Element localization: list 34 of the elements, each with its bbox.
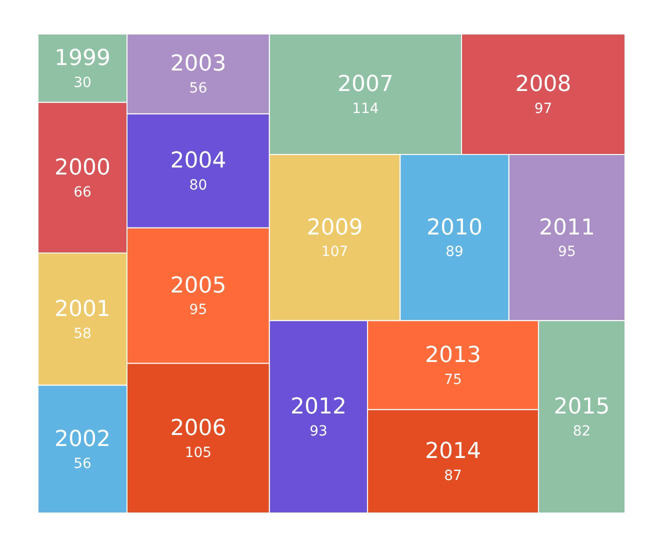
category-label: 2010 <box>426 215 483 240</box>
category-label: 2000 <box>54 155 110 180</box>
data-label: 89 <box>446 244 464 260</box>
category-label: 2011 <box>538 215 595 240</box>
category-label: 2013 <box>425 342 482 368</box>
data-label: 30 <box>74 74 92 91</box>
category-label: 2004 <box>170 148 226 174</box>
category-label: 2009 <box>306 215 363 240</box>
data-label: 105 <box>184 444 212 461</box>
data-label: 56 <box>189 80 208 97</box>
data-label: 75 <box>444 372 462 388</box>
data-label: 95 <box>558 244 576 260</box>
category-label: 2014 <box>425 439 482 464</box>
data-label: 66 <box>74 184 92 200</box>
data-label: 87 <box>444 468 462 484</box>
data-label: 82 <box>572 423 591 440</box>
category-label: 1999 <box>54 46 110 71</box>
data-label: 56 <box>74 456 92 472</box>
category-label: 2006 <box>170 416 226 441</box>
category-label: 2008 <box>515 72 572 97</box>
category-label: 2015 <box>554 394 610 420</box>
category-label: 2007 <box>337 72 394 97</box>
data-label: 114 <box>352 100 379 117</box>
category-label: 2002 <box>54 426 110 452</box>
category-label: 2005 <box>170 273 226 298</box>
data-label: 97 <box>534 100 552 117</box>
data-label: 107 <box>321 244 348 260</box>
data-label: 80 <box>189 178 208 194</box>
data-label: 58 <box>74 326 92 342</box>
category-label: 2012 <box>290 394 346 420</box>
category-label: 2001 <box>54 296 110 322</box>
data-label: 93 <box>310 423 328 440</box>
data-label: 95 <box>189 302 208 318</box>
category-label: 2003 <box>170 52 226 77</box>
